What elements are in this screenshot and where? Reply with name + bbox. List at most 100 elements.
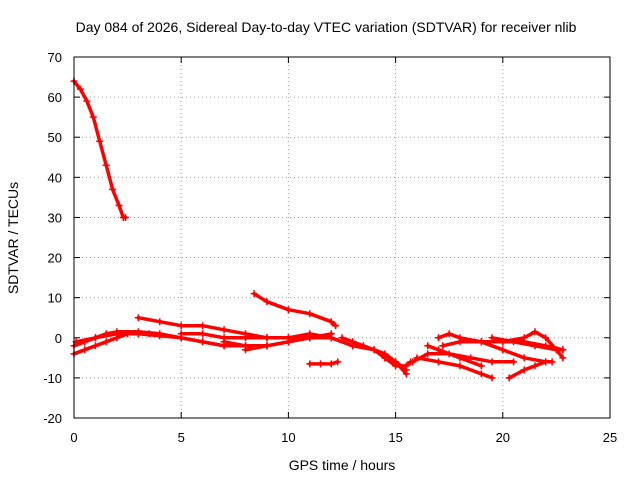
data-point	[91, 334, 99, 342]
data-point	[477, 362, 485, 370]
series-arc12	[349, 342, 410, 378]
data-point	[89, 113, 97, 121]
data-point	[96, 137, 104, 145]
series-arc9	[250, 290, 340, 330]
data-point	[338, 334, 346, 342]
series-arc1	[70, 77, 129, 221]
data-point	[81, 346, 89, 354]
x-tick-label: 5	[178, 430, 185, 445]
y-tick-label: 70	[48, 50, 62, 65]
data-point	[263, 334, 271, 342]
data-point	[531, 362, 539, 370]
data-point	[156, 332, 164, 340]
data-point	[413, 354, 421, 362]
y-tick-label: 0	[55, 331, 62, 346]
data-point	[177, 330, 185, 338]
series-arc13	[381, 354, 415, 370]
series-arc16	[424, 342, 485, 370]
data-point	[334, 358, 342, 366]
data-point	[199, 330, 207, 338]
data-point	[456, 338, 464, 346]
data-point	[542, 334, 550, 342]
axis-ticks: 0 5 10 15 20 25 -20 -10 0 10 20 30 40 50 60 70	[43, 50, 617, 445]
x-tick-label: 0	[70, 430, 77, 445]
data-point	[121, 213, 129, 221]
y-tick-label: 60	[48, 90, 62, 105]
data-point	[477, 338, 485, 346]
data-point	[199, 338, 207, 346]
data-point	[220, 326, 228, 334]
data-point	[488, 334, 496, 342]
data-point	[559, 354, 567, 362]
data-point	[559, 346, 567, 354]
data-point	[134, 330, 142, 338]
data-point	[242, 334, 250, 342]
x-tick-label: 25	[603, 430, 617, 445]
data-point	[263, 342, 271, 350]
data-point	[317, 360, 325, 368]
data-point	[456, 362, 464, 370]
data-point	[434, 358, 442, 366]
data-point	[199, 322, 207, 330]
data-point	[392, 362, 400, 370]
data-point	[220, 338, 228, 346]
data-point	[102, 161, 110, 169]
series-arc21	[505, 358, 556, 382]
chart-title: Day 084 of 2026, Sidereal Day-to-day VTE…	[76, 19, 577, 35]
data-point	[520, 366, 528, 374]
data-point	[83, 97, 91, 105]
data-point	[327, 318, 335, 326]
y-tick-label: 20	[48, 251, 62, 266]
data-point	[250, 290, 258, 298]
data-point	[91, 342, 99, 350]
data-point	[548, 358, 556, 366]
y-tick-label: 30	[48, 210, 62, 225]
data-point	[370, 346, 378, 354]
data-point	[542, 358, 550, 366]
data-point	[306, 360, 314, 368]
data-point	[434, 346, 442, 354]
data-point	[134, 314, 142, 322]
plot-frame	[73, 56, 611, 419]
series-line	[136, 315, 334, 340]
series-arc8	[242, 334, 335, 354]
data-point	[445, 330, 453, 338]
data-point	[263, 298, 271, 306]
x-tick-label: 20	[496, 430, 510, 445]
data-point	[499, 346, 507, 354]
data-point	[477, 370, 485, 378]
data-series	[70, 77, 567, 382]
y-tick-label: -20	[43, 411, 62, 426]
data-point	[156, 318, 164, 326]
data-point	[531, 328, 539, 336]
data-point	[327, 334, 335, 342]
data-point	[510, 338, 518, 346]
grid	[74, 57, 610, 418]
data-point	[306, 310, 314, 318]
data-point	[76, 85, 84, 93]
data-point	[242, 346, 250, 354]
data-point	[177, 322, 185, 330]
series-arc10	[306, 358, 342, 368]
data-point	[402, 370, 410, 378]
data-point	[332, 322, 340, 330]
y-tick-label: 10	[48, 291, 62, 306]
data-point	[424, 350, 432, 358]
data-point	[488, 358, 496, 366]
data-point	[402, 362, 410, 370]
data-point	[115, 201, 123, 209]
y-tick-label: 40	[48, 170, 62, 185]
data-point	[284, 306, 292, 314]
series-line	[383, 356, 413, 368]
series-line	[350, 344, 409, 376]
series-line	[308, 360, 340, 366]
y-tick-label: -10	[43, 371, 62, 386]
data-point	[284, 338, 292, 346]
data-point	[488, 374, 496, 382]
y-axis-label: SDTVAR / TECUs	[5, 182, 21, 294]
data-point	[424, 342, 432, 350]
data-point	[306, 334, 314, 342]
series-arc4	[72, 330, 250, 350]
x-tick-label: 15	[388, 430, 402, 445]
